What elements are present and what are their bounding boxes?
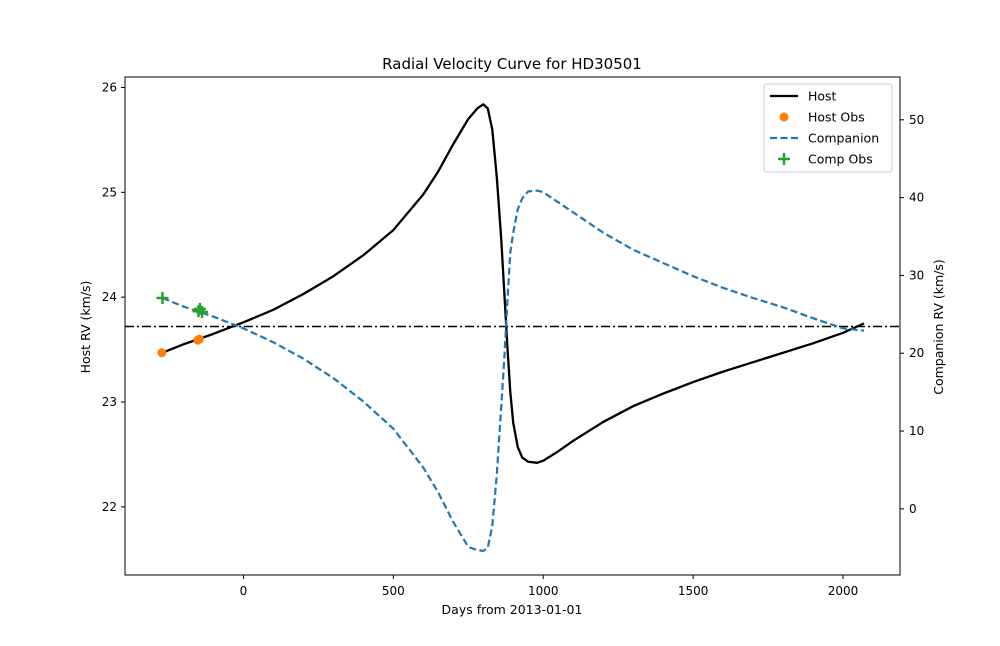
host-obs-point [194,334,204,344]
y-axis-label: Host RV (km/s) [78,281,93,374]
legend-swatch-host-obs [779,112,789,122]
axes: 0 500 1000 1500 2000 22 23 24 25 26 0 10 20 30 40 50 [102,76,924,598]
legend-label: Comp Obs [808,152,873,167]
host-line [162,103,865,464]
y-tick-label: 25 [102,185,117,199]
legend-label: Host Obs [808,110,865,125]
y-tick-label: 26 [102,80,117,94]
legend-label: Host [808,89,837,104]
y-tick-label: 24 [102,290,117,304]
y2-tick-label: 50 [909,113,924,127]
y2-axis-label: Companion RV (km/s) [931,259,946,395]
companion-line [162,189,865,552]
legend-entry-companion: Companion [770,131,879,146]
y-tick-label: 23 [102,395,117,409]
legend: Host Host Obs Companion Comp Obs [763,83,893,173]
x-tick-label: 1000 [528,584,559,598]
legend-label: Companion [808,131,879,146]
legend-entry-host: Host [770,89,837,104]
y2-tick-label: 40 [909,191,924,205]
comp-obs-point [196,305,209,318]
x-tick-label: 500 [382,584,405,598]
legend-entry-comp-obs: Comp Obs [778,152,873,167]
y2-tick-label: 30 [909,268,924,282]
x-tick-label: 1500 [678,584,709,598]
comp-obs-point [156,291,169,304]
y2-tick-label: 10 [909,424,924,438]
y-tick-label: 22 [102,500,117,514]
chart-title: Radial Velocity Curve for HD30501 [382,55,642,73]
x-axis-label: Days from 2013-01-01 [442,602,583,617]
plot-area [125,103,900,552]
x-tick-label: 2000 [828,584,859,598]
legend-swatch-comp-obs [778,153,790,165]
host-obs-point [157,348,167,358]
legend-entry-host-obs: Host Obs [779,110,865,125]
legend-box [763,83,893,173]
y2-tick-label: 20 [909,346,924,360]
plot-frame [124,76,901,576]
y2-tick-label: 0 [909,502,917,516]
x-tick-label: 0 [240,584,248,598]
